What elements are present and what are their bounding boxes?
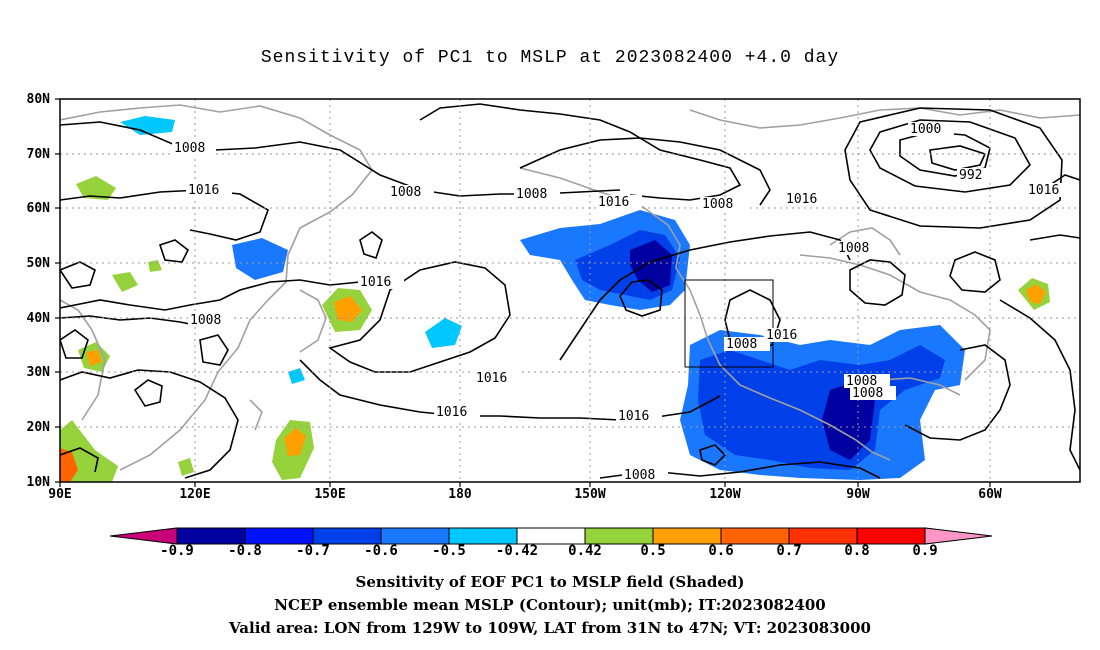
neg-region-kamchatka [120,116,175,135]
sensitivity-shading [60,116,1050,482]
colorbar-label: -0.42 [495,543,539,559]
colorbar [109,527,993,545]
contour-label: 1008 [516,187,547,202]
contour-label: 1016 [786,192,817,207]
contour-label: 1008 [624,468,655,483]
contour-label: 1016 [766,328,797,343]
lon-label: 180 [448,487,472,502]
contour-label: 992 [959,168,982,183]
pos-region-india-core [60,448,78,482]
map-plot-area: 1008 1016 1008 1008 1016 1008 1016 1000 … [60,99,1080,483]
colorbar-label: 0.42 [568,543,602,559]
lon-label: 120W [709,487,741,502]
axis-ticks [55,98,991,487]
contour-label: 1016 [598,195,629,210]
colorbar-label: -0.7 [296,543,330,559]
caption-line-3: Valid area: LON from 129W to 109W, LAT f… [229,619,871,637]
colorbar-label: 0.7 [776,543,802,559]
neg-region-pacific-ne-core [630,240,672,292]
colorbar-label: -0.6 [364,543,398,559]
contour-label: 1016 [1028,183,1059,198]
colorbar-label: -0.9 [160,543,194,559]
colorbar-swatch [176,527,246,545]
valid-area-box [684,279,774,368]
contour-label: 1000 [910,122,941,137]
contour-label: 1008 [846,374,877,389]
map-title: Sensitivity of PC1 to MSLP at 2023082400… [260,48,840,68]
lon-label: 90W [846,487,870,502]
lat-label: 10N [26,475,50,490]
colorbar-swatch [244,527,314,545]
contour-label: 1016 [436,405,467,420]
colorbar-swatch [380,527,450,545]
lon-label: 60W [978,487,1002,502]
pos-region-atlantic-core [1026,284,1046,304]
lon-label: 150W [574,487,606,502]
contour-label: 1008 [726,337,757,352]
contour-label: 1008 [174,141,205,156]
contour-label: 1008 [852,386,883,401]
colorbar-swatch [448,527,518,545]
pos-region-small1 [112,272,138,292]
contour-label-layer: 1008 1016 1008 1008 1016 1008 1016 1000 … [172,122,1072,483]
lat-label: 80N [26,92,50,107]
contour-label: 1008 [190,313,221,328]
graticule [60,99,1080,482]
colorbar-end-low [109,527,178,545]
colorbar-swatch [856,527,926,545]
contour-label: 1016 [476,371,507,386]
contour-label: 1008 [702,197,733,212]
contour-label: 1016 [188,183,219,198]
colorbar-swatch [516,527,586,545]
colorbar-label: -0.5 [432,543,466,559]
lat-label: 40N [26,311,50,326]
colorbar-end-high [924,527,993,545]
lat-label: 60N [26,201,50,216]
colorbar-label: 0.6 [708,543,734,559]
caption-line-1: Sensitivity of EOF PC1 to MSLP field (Sh… [355,573,745,591]
colorbar-swatch [652,527,722,545]
lon-label: 90E [48,487,72,502]
pos-region-philippine-sea-core [284,428,306,456]
neg-region-asia-north [232,238,288,280]
lat-label: 30N [26,365,50,380]
pos-region-japan-core [334,296,362,322]
lat-label: 50N [26,256,50,271]
lon-label: 120E [179,487,211,502]
contour-label: 1008 [390,185,421,200]
colorbar-swatch [584,527,654,545]
neg-region-midpac [425,318,462,348]
pos-region-small2 [178,458,194,476]
colorbar-label: 0.8 [844,543,870,559]
colorbar-swatch [312,527,382,545]
pos-region-bay-bengal-core [86,350,102,366]
contour-label: 1008 [838,241,869,256]
lat-label: 20N [26,420,50,435]
colorbar-label: 0.9 [912,543,938,559]
contour-label: 1016 [360,275,391,290]
colorbar-label: -0.8 [228,543,262,559]
pos-region-siberia [76,176,116,200]
lat-label: 70N [26,147,50,162]
colorbar-swatch [720,527,790,545]
colorbar-label: 0.5 [640,543,666,559]
map-frame [59,98,1081,483]
caption-line-2: NCEP ensemble mean MSLP (Contour); unit(… [274,596,826,614]
colorbar-swatch [788,527,858,545]
contour-label: 1016 [618,409,649,424]
lon-label: 150E [314,487,346,502]
